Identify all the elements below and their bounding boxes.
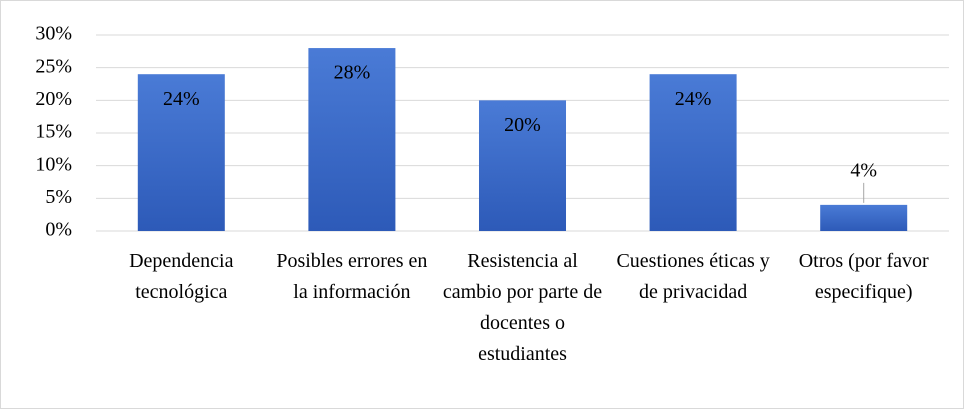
bar [649, 74, 737, 231]
x-tick-label: Dependencia tecnológica [129, 250, 234, 303]
data-label: 24% [163, 88, 200, 110]
y-tick-label: 30% [35, 23, 72, 45]
data-label: 4% [850, 159, 877, 181]
bar [478, 100, 567, 231]
x-tick-label: Posibles errores en la información [276, 250, 428, 303]
data-label: 24% [675, 88, 712, 110]
y-tick-label: 0% [45, 219, 72, 241]
x-tick-label: Otros (por favor especifique) [798, 250, 929, 303]
x-tick-label: Resistencia al cambio por parte de docen… [442, 250, 603, 365]
data-label: 28% [334, 62, 371, 84]
bar [137, 74, 225, 231]
y-tick-label: 15% [35, 121, 72, 143]
y-tick-label: 10% [35, 153, 72, 175]
y-tick-label: 5% [45, 186, 72, 208]
bar [820, 204, 908, 231]
y-tick-label: 20% [35, 88, 72, 110]
data-label: 20% [504, 114, 541, 136]
y-tick-label: 25% [35, 55, 72, 77]
x-tick-label: Cuestiones éticas y de privacidad [616, 250, 770, 303]
bar [308, 48, 396, 231]
